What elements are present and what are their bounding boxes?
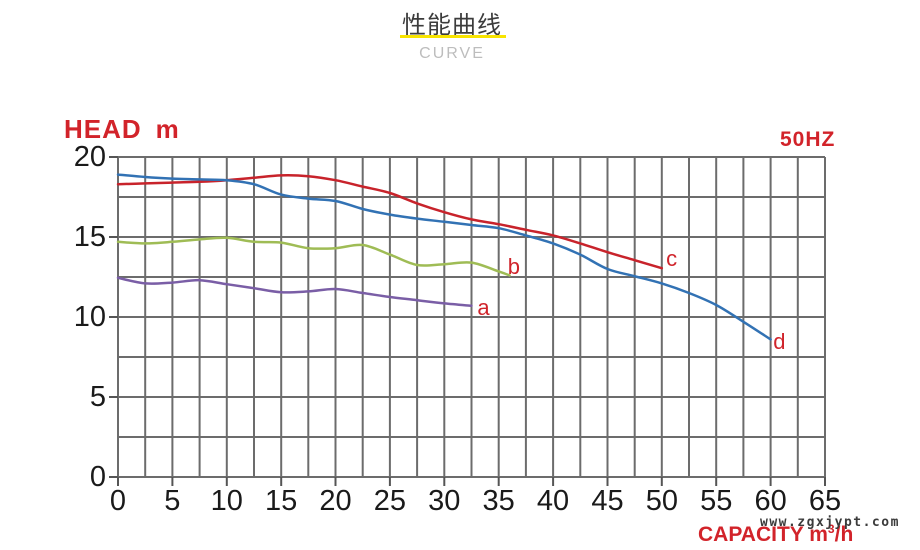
curve-b	[116, 236, 511, 277]
y-tick-label: 15	[73, 221, 106, 253]
x-tick-label: 65	[808, 485, 842, 517]
x-tick-label: 45	[591, 485, 624, 517]
y-tick-label: 0	[89, 461, 106, 493]
curve-a	[116, 276, 473, 308]
x-axis-title-exponent: 3	[827, 522, 835, 536]
x-tick-label: 15	[265, 485, 298, 517]
x-tick-label: 55	[700, 485, 733, 517]
y-tick-label: 5	[89, 381, 106, 413]
curve-label-b: b	[507, 254, 521, 280]
y-tick-label: 10	[73, 301, 106, 333]
curve-label-c: c	[666, 246, 678, 272]
y-axis-title: HEAD m	[64, 114, 179, 145]
curve-label-d: d	[773, 328, 786, 354]
x-tick-label: 40	[536, 485, 570, 517]
x-tick-label: 5	[164, 485, 181, 517]
curve-c	[116, 174, 664, 270]
x-tick-label: 50	[645, 485, 678, 517]
x-tick-label: 10	[210, 485, 243, 517]
y-axis-title-text: HEAD	[64, 114, 142, 144]
title-underline	[400, 35, 506, 38]
y-tick-label: 20	[73, 141, 106, 173]
watermark: www.zgxjypt.com	[760, 515, 900, 530]
x-tick-label: 0	[109, 485, 127, 517]
x-axis-title-unit: /h	[834, 523, 854, 546]
x-axis-title: CAPACITY m3/h	[698, 522, 853, 547]
page-title: 性能曲线	[402, 12, 502, 39]
curve-d	[116, 173, 772, 341]
x-tick-label: 35	[482, 485, 515, 517]
x-axis-title-text: CAPACITY m	[698, 523, 828, 546]
x-tick-label: 20	[319, 485, 352, 517]
frequency-label: 50HZ	[780, 128, 836, 151]
x-tick-label: 30	[428, 485, 461, 517]
page-subtitle: CURVE	[419, 45, 485, 62]
x-tick-label: 60	[754, 485, 787, 517]
y-axis-unit: m	[155, 114, 179, 144]
curve-label-a: a	[477, 295, 490, 321]
x-tick-label: 25	[373, 485, 407, 517]
